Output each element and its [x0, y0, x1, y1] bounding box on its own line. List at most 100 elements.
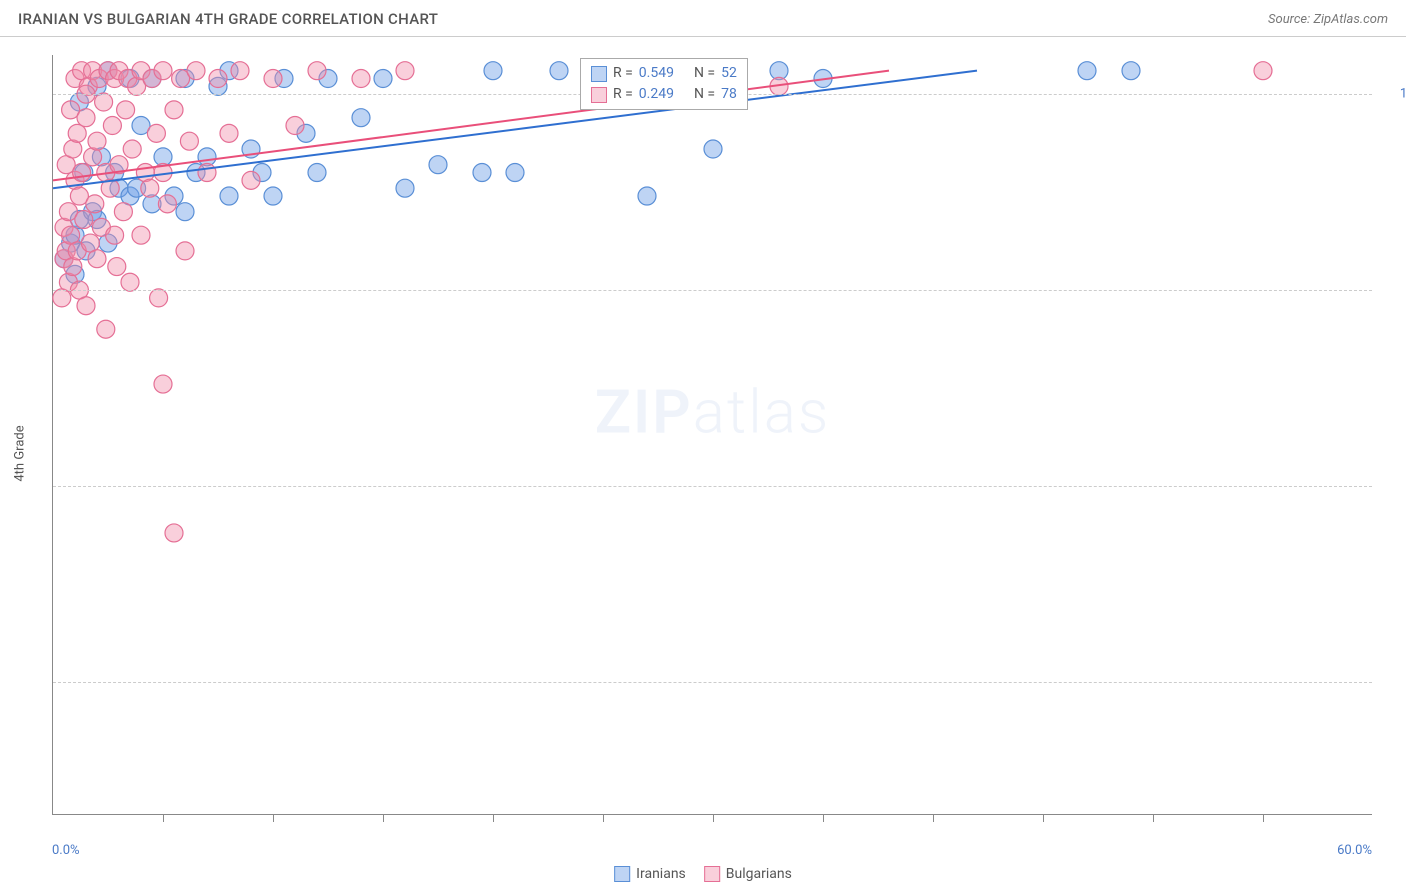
- data-point-bulgarians: [117, 101, 135, 119]
- y-tick-label: 97.5%: [1382, 283, 1406, 298]
- n-label: N =: [694, 63, 715, 84]
- data-point-iranians: [638, 187, 656, 205]
- legend-item-iranians: Iranians: [614, 866, 686, 882]
- x-tick: [1263, 814, 1264, 822]
- x-tick: [823, 814, 824, 822]
- data-point-bulgarians: [154, 375, 172, 393]
- scatter-svg: [53, 55, 1372, 814]
- source-prefix: Source:: [1268, 12, 1313, 27]
- legend-swatch-bulgarians: [704, 866, 720, 882]
- y-tick-label: 95.0%: [1382, 478, 1406, 493]
- data-point-bulgarians: [180, 132, 198, 150]
- data-point-bulgarians: [77, 297, 95, 315]
- data-point-bulgarians: [68, 124, 86, 142]
- stats-legend: R = 0.549 N = 52 R = 0.249 N = 78: [580, 58, 748, 110]
- data-point-bulgarians: [165, 524, 183, 542]
- data-point-bulgarians: [286, 117, 304, 135]
- x-tick: [713, 814, 714, 822]
- data-point-iranians: [473, 164, 491, 182]
- gridline: [53, 290, 1372, 291]
- data-point-bulgarians: [103, 117, 121, 135]
- footer-legend: Iranians Bulgarians: [614, 866, 792, 882]
- data-point-bulgarians: [176, 242, 194, 260]
- swatch-bulgarians: [591, 87, 607, 103]
- legend-swatch-iranians: [614, 866, 630, 882]
- data-point-bulgarians: [308, 62, 326, 80]
- data-point-iranians: [506, 164, 524, 182]
- chart-plot-area: ZIPatlas 100.0%97.5%95.0%92.5%: [52, 55, 1372, 815]
- data-point-iranians: [396, 179, 414, 197]
- n-label: N =: [694, 84, 715, 105]
- r-value: 0.249: [639, 84, 674, 105]
- data-point-iranians: [176, 203, 194, 221]
- data-point-bulgarians: [187, 62, 205, 80]
- stats-row-bulgarians: R = 0.249 N = 78: [591, 84, 737, 105]
- chart-source: Source: ZipAtlas.com: [1268, 12, 1388, 27]
- n-value: 52: [721, 63, 737, 84]
- data-point-bulgarians: [352, 70, 370, 88]
- data-point-iranians: [374, 70, 392, 88]
- x-tick: [273, 814, 274, 822]
- legend-label: Bulgarians: [726, 866, 792, 882]
- legend-item-bulgarians: Bulgarians: [704, 866, 792, 882]
- data-point-bulgarians: [97, 320, 115, 338]
- x-tick: [1043, 814, 1044, 822]
- data-point-bulgarians: [106, 226, 124, 244]
- data-point-bulgarians: [1254, 62, 1272, 80]
- r-label: R =: [613, 84, 633, 105]
- legend-label: Iranians: [636, 866, 686, 882]
- data-point-bulgarians: [73, 164, 91, 182]
- data-point-iranians: [550, 62, 568, 80]
- data-point-bulgarians: [141, 179, 159, 197]
- gridline: [53, 486, 1372, 487]
- gridline: [53, 682, 1372, 683]
- data-point-iranians: [484, 62, 502, 80]
- y-tick-label: 100.0%: [1382, 87, 1406, 102]
- data-point-bulgarians: [396, 62, 414, 80]
- data-point-iranians: [308, 164, 326, 182]
- y-axis-title: 4th Grade: [13, 425, 28, 481]
- x-axis-min-label: 0.0%: [52, 843, 80, 858]
- data-point-iranians: [429, 156, 447, 174]
- x-tick: [493, 814, 494, 822]
- data-point-bulgarians: [198, 164, 216, 182]
- x-tick: [163, 814, 164, 822]
- x-tick: [383, 814, 384, 822]
- data-point-bulgarians: [150, 289, 168, 307]
- r-value: 0.549: [639, 63, 674, 84]
- chart-header: IRANIAN VS BULGARIAN 4TH GRADE CORRELATI…: [0, 0, 1406, 37]
- data-point-bulgarians: [264, 70, 282, 88]
- data-point-bulgarians: [220, 124, 238, 142]
- data-point-bulgarians: [123, 140, 141, 158]
- y-tick-label: 92.5%: [1382, 674, 1406, 689]
- swatch-iranians: [591, 66, 607, 82]
- x-tick: [933, 814, 934, 822]
- data-point-bulgarians: [231, 62, 249, 80]
- data-point-bulgarians: [114, 203, 132, 221]
- data-point-bulgarians: [88, 132, 106, 150]
- data-point-bulgarians: [88, 250, 106, 268]
- data-point-bulgarians: [132, 226, 150, 244]
- data-point-bulgarians: [95, 93, 113, 111]
- n-value: 78: [721, 84, 737, 105]
- data-point-bulgarians: [121, 273, 139, 291]
- data-point-bulgarians: [158, 195, 176, 213]
- source-name: ZipAtlas.com: [1313, 12, 1388, 27]
- data-point-iranians: [220, 187, 238, 205]
- data-point-bulgarians: [108, 258, 126, 276]
- data-point-bulgarians: [75, 211, 93, 229]
- x-tick: [1153, 814, 1154, 822]
- data-point-iranians: [352, 109, 370, 127]
- chart-title: IRANIAN VS BULGARIAN 4TH GRADE CORRELATI…: [18, 10, 438, 28]
- data-point-bulgarians: [209, 70, 227, 88]
- x-tick: [603, 814, 604, 822]
- data-point-bulgarians: [77, 109, 95, 127]
- x-axis-max-label: 60.0%: [1337, 843, 1372, 858]
- r-label: R =: [613, 63, 633, 84]
- data-point-bulgarians: [242, 171, 260, 189]
- data-point-bulgarians: [86, 195, 104, 213]
- data-point-bulgarians: [154, 62, 172, 80]
- data-point-iranians: [264, 187, 282, 205]
- data-point-iranians: [1122, 62, 1140, 80]
- stats-row-iranians: R = 0.549 N = 52: [591, 63, 737, 84]
